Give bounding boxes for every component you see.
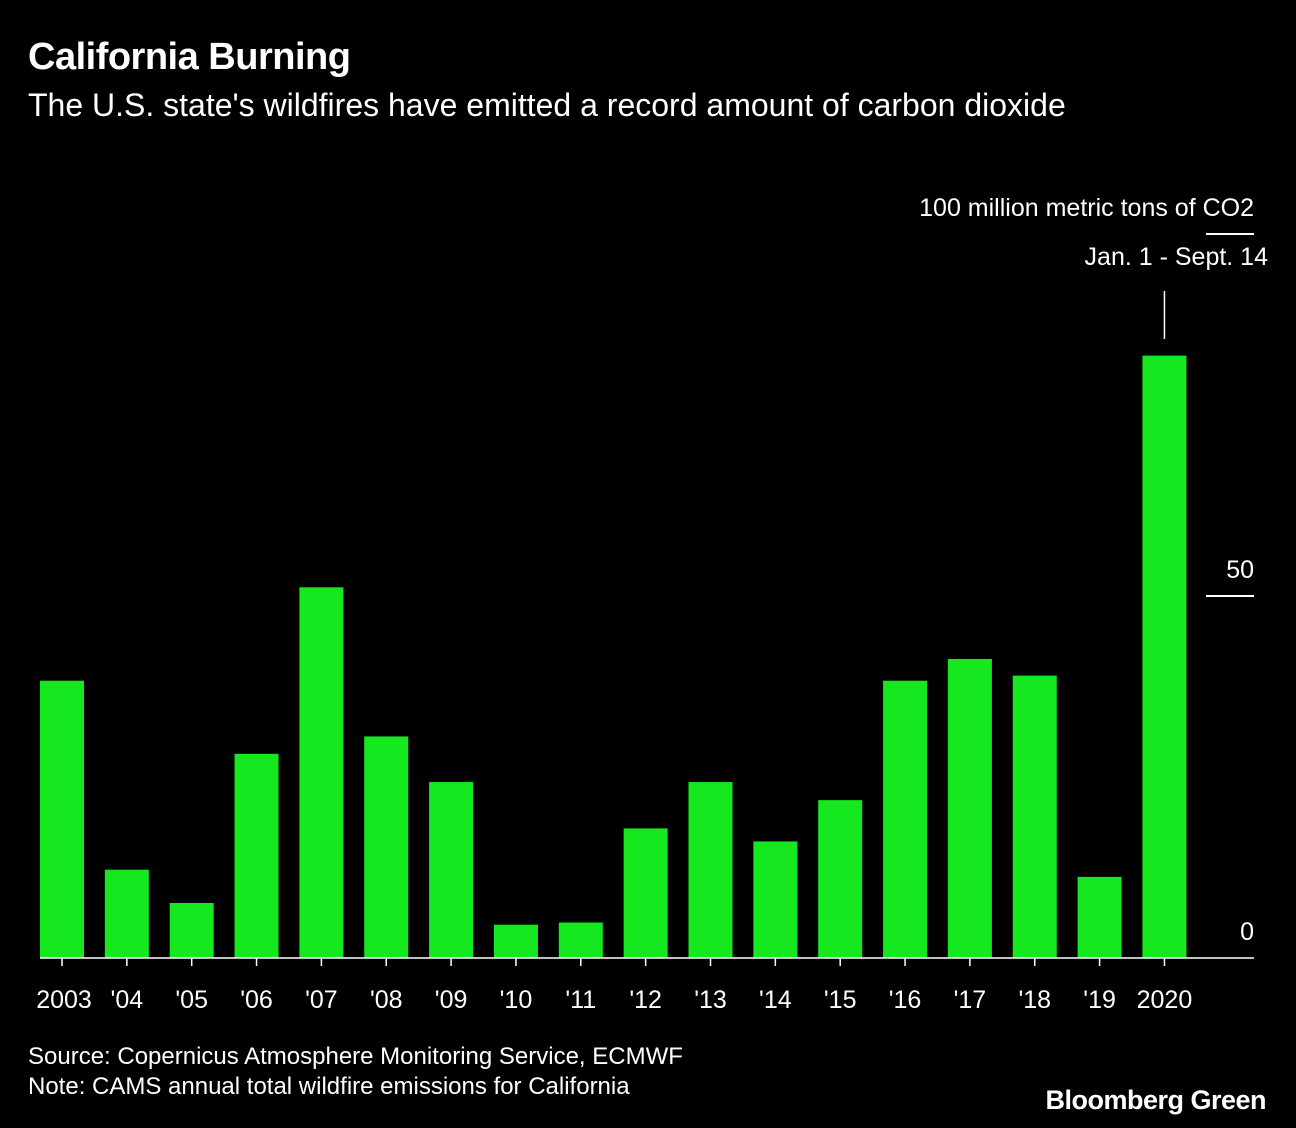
x-tick-label-5: '08 [370, 986, 403, 1014]
x-tick-label-17: 2020 [1137, 986, 1193, 1014]
bar-1 [104, 869, 149, 958]
bar-14 [947, 658, 992, 958]
x-tick-label-13: '16 [889, 986, 922, 1014]
x-tick-label-0: 2003 [36, 986, 92, 1014]
bar-2 [169, 902, 214, 958]
x-tick-label-10: '13 [694, 986, 727, 1014]
x-tick-label-16: '19 [1083, 986, 1116, 1014]
bar-0 [40, 680, 84, 958]
bar-5 [364, 736, 409, 958]
bar-9 [623, 828, 668, 958]
chart-title: California Burning [28, 36, 351, 78]
x-tick-label-1: '04 [111, 986, 144, 1014]
x-tick-label-3: '06 [240, 986, 273, 1014]
bar-12 [818, 800, 863, 958]
x-tick-label-12: '15 [824, 986, 857, 1014]
y-tick-label-1: 50 [1226, 556, 1254, 584]
bar-8 [558, 922, 603, 958]
x-tick-label-2: '05 [175, 986, 208, 1014]
bar-3 [234, 753, 279, 958]
x-tick-label-7: '10 [500, 986, 533, 1014]
y-tick-label-0: 0 [1240, 918, 1254, 946]
methodology-note: Note: CAMS annual total wildfire emissio… [28, 1073, 630, 1100]
brand-logo: Bloomberg Green [1045, 1085, 1266, 1115]
x-tick-label-11: '14 [759, 986, 792, 1014]
annotation-label: Jan. 1 - Sept. 14 [1085, 243, 1269, 271]
x-tick-label-9: '12 [629, 986, 662, 1014]
chart-subtitle: The U.S. state's wildfires have emitted … [28, 87, 1066, 123]
bar-10 [688, 782, 733, 958]
bar-6 [429, 782, 474, 958]
bar-17 [1142, 355, 1187, 959]
x-tick-label-8: '11 [565, 986, 596, 1014]
source-note: Source: Copernicus Atmosphere Monitoring… [28, 1043, 683, 1070]
bar-11 [753, 841, 798, 958]
bar-4 [299, 587, 344, 958]
x-tick-label-6: '09 [435, 986, 468, 1014]
x-tick-label-4: '07 [305, 986, 338, 1014]
bar-7 [493, 924, 538, 958]
y-tick-label-2: 100 million metric tons of CO2 [919, 194, 1254, 222]
x-tick-label-14: '17 [954, 986, 987, 1014]
bar-15 [1012, 675, 1057, 958]
bar-16 [1077, 876, 1122, 958]
bar-13 [883, 680, 928, 958]
x-tick-label-15: '18 [1018, 986, 1051, 1014]
